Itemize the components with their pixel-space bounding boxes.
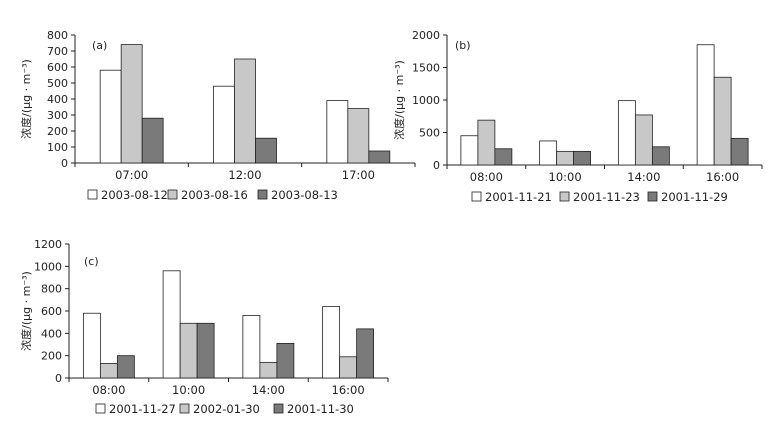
- chart-1-x-tick-label: 07:00: [115, 168, 148, 182]
- chart-3-y-tick-label: 800: [41, 283, 62, 296]
- chart-2-bar-2001-11-29-14:00: [651, 146, 670, 166]
- chart-1-bar-2003-08-16-12:00: [234, 58, 256, 164]
- chart-2-y-tick-label: 500: [419, 127, 440, 140]
- chart-1-bar-2003-08-12-07:00: [99, 69, 122, 164]
- chart-3-x-tick-label: 16:00: [332, 383, 365, 397]
- chart-1-y-tick-label: 700: [47, 45, 68, 58]
- chart-1-legend-swatch: [167, 189, 178, 200]
- chart-1-panel-label: (a): [92, 39, 107, 52]
- chart-2-legend-swatch: [559, 191, 570, 202]
- chart-1-y-tick-label: 0: [61, 157, 68, 170]
- chart-3-y-tick-label: 1200: [34, 238, 62, 251]
- chart-1-y-axis-label: 浓度/(μg · m⁻³): [19, 59, 33, 139]
- chart-2-bar-2001-11-23-14:00: [634, 114, 653, 166]
- chart-2-bar-2001-11-21-10:00: [539, 140, 558, 166]
- chart-3-y-tick-label: 400: [41, 327, 62, 340]
- chart-3-bar-2002-01-30-08:00: [99, 363, 118, 379]
- chart-1-bar-2003-08-12-17:00: [326, 100, 349, 164]
- chart-1-y-tick-label: 600: [47, 61, 68, 74]
- chart-2-x-tick-label: 08:00: [470, 170, 503, 184]
- chart-2-legend-entry: 2001-11-21: [485, 190, 552, 204]
- chart-2-legend-entry: 2001-11-29: [661, 190, 728, 204]
- chart-3-bar-2001-11-27-16:00: [322, 306, 341, 379]
- chart-1: 0 100 200 300 400 500 600 700 800 (a) 浓度/(μg · m⁻³…: [19, 29, 416, 202]
- chart-2: 0 500 1000 1500 2000 (b) 浓度/(μg · m⁻³) 08:00 10:…: [392, 29, 763, 204]
- chart-1-y-tick-label: 800: [47, 29, 68, 42]
- chart-1-y-tick-label: 100: [47, 141, 68, 154]
- chart-2-bar-2001-11-23-08:00: [477, 119, 496, 166]
- chart-2-bar-2001-11-29-08:00: [494, 148, 513, 166]
- chart-3-bar-2001-11-27-08:00: [82, 312, 101, 379]
- chart-3-y-tick-label: 600: [41, 305, 62, 318]
- chart-3-bar-2002-01-30-10:00: [179, 322, 198, 379]
- chart-1-legend-swatch: [87, 189, 98, 200]
- chart-3-legend-entry: 2001-11-27: [109, 402, 176, 416]
- chart-2-x-tick-label: 16:00: [706, 170, 739, 184]
- chart-3-legend-entry: 2002-01-30: [193, 402, 260, 416]
- chart-1-x-tick-label: 17:00: [342, 168, 375, 182]
- chart-1-x-tick-label: 12:00: [228, 168, 261, 182]
- chart-1-bar-2003-08-13-17:00: [368, 150, 391, 164]
- chart-3-y-tick-label: 200: [41, 350, 62, 363]
- chart-3-legend-swatch: [273, 403, 284, 414]
- chart-1-y-tick-label: 400: [47, 93, 68, 106]
- chart-3-panel-label: (c): [84, 255, 99, 268]
- chart-3-bar-2001-11-27-10:00: [162, 270, 181, 379]
- chart-2-legend-swatch: [471, 191, 482, 202]
- chart-1-legend-entry: 2003-08-13: [271, 188, 338, 202]
- chart-2-y-tick-label: 2000: [412, 29, 440, 42]
- chart-2-x-tick-label: 14:00: [627, 170, 660, 184]
- chart-2-legend-swatch: [647, 191, 658, 202]
- chart-2-x-tick-label: 10:00: [549, 170, 582, 184]
- chart-3-bar-2001-11-30-10:00: [196, 322, 215, 379]
- chart-2-bar-2001-11-29-10:00: [573, 150, 592, 166]
- chart-3-bar-2001-11-30-08:00: [116, 355, 135, 379]
- chart-1-y-tick-label: 500: [47, 77, 68, 90]
- chart-2-legend-entry: 2001-11-23: [573, 190, 640, 204]
- chart-3-bar-2001-11-30-14:00: [276, 342, 295, 379]
- chart-1-legend-entry: 2003-08-12: [101, 188, 168, 202]
- chart-1-bar-2003-08-13-12:00: [255, 137, 277, 164]
- chart-3-x-tick-label: 14:00: [252, 383, 285, 397]
- chart-3-legend-entry: 2001-11-30: [287, 402, 354, 416]
- chart-3-y-tick-label: 1000: [34, 260, 62, 273]
- chart-3-bar-2001-11-30-16:00: [356, 328, 375, 379]
- chart-2-y-axis-label: 浓度/(μg · m⁻³): [392, 60, 406, 140]
- chart-2-bar-2001-11-23-10:00: [556, 150, 575, 166]
- chart-2-panel-label: (b): [455, 39, 471, 52]
- chart-3-y-tick-label: 0: [55, 372, 62, 385]
- chart-1-bar-2003-08-12-12:00: [213, 85, 235, 164]
- chart-1-bar-2003-08-16-07:00: [120, 44, 143, 164]
- chart-3-y-axis-label: 浓度/(μg · m⁻³): [19, 271, 33, 351]
- chart-3-bar-2002-01-30-14:00: [259, 361, 278, 379]
- chart-3-legend-swatch: [95, 403, 106, 414]
- chart-2-bar-2001-11-21-14:00: [617, 100, 636, 166]
- chart-2-bar-2001-11-21-08:00: [460, 135, 479, 166]
- chart-1-bar-2003-08-13-07:00: [141, 117, 164, 164]
- chart-3-x-tick-label: 10:00: [172, 383, 205, 397]
- chart-1-y-tick-label: 200: [47, 125, 68, 138]
- chart-2-bar-2001-11-21-16:00: [696, 44, 715, 166]
- chart-3-legend-swatch: [179, 403, 190, 414]
- chart-2-y-tick-label: 1500: [412, 62, 440, 75]
- chart-2-bar-2001-11-29-16:00: [730, 137, 749, 166]
- chart-2-bar-2001-11-23-16:00: [713, 76, 732, 166]
- chart-1-bar-2003-08-16-17:00: [347, 108, 370, 164]
- chart-3-bar-2001-11-27-14:00: [242, 315, 261, 379]
- chart-3-bar-2002-01-30-16:00: [339, 356, 358, 379]
- chart-1-y-tick-label: 300: [47, 109, 68, 122]
- chart-3-x-tick-label: 08:00: [92, 383, 125, 397]
- chart-1-legend-entry: 2003-08-16: [181, 188, 248, 202]
- chart-3: 0 200 400 600 800 1000 1200 (c) 浓度/(μg · m⁻³) 08:…: [19, 238, 389, 416]
- chart-1-legend-swatch: [257, 189, 268, 200]
- chart-2-y-tick-label: 0: [433, 159, 440, 172]
- chart-2-y-tick-label: 1000: [412, 94, 440, 107]
